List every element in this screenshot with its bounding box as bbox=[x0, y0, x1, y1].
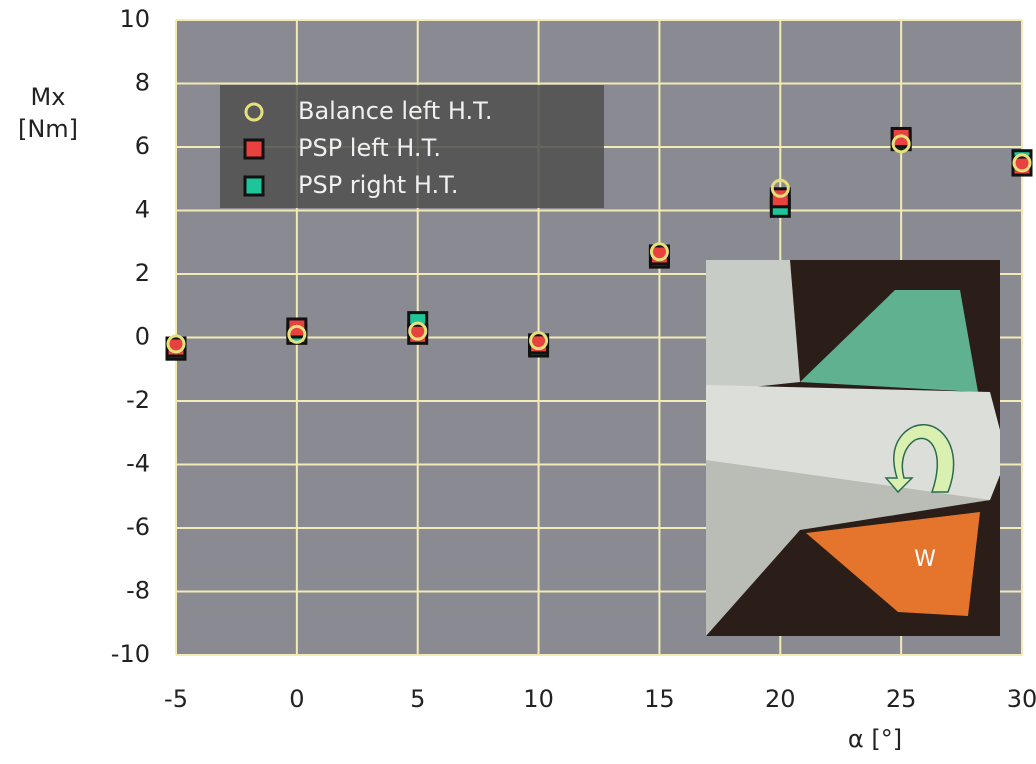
x-tick-label: -5 bbox=[164, 685, 188, 713]
x-tick-label: 0 bbox=[289, 685, 304, 713]
x-tick-label: 10 bbox=[523, 685, 554, 713]
y-tick-label: 10 bbox=[119, 5, 150, 33]
legend-label: Balance left H.T. bbox=[298, 97, 493, 125]
y-axis-label: Mx bbox=[31, 83, 66, 111]
x-tick-label: 25 bbox=[886, 685, 917, 713]
y-tick-label: 0 bbox=[135, 323, 150, 351]
legend-marker bbox=[245, 177, 263, 195]
inset-label: W bbox=[914, 547, 936, 572]
y-tick-label: 8 bbox=[135, 69, 150, 97]
chart: W Balance left H.T. PSP left H.T. PSP righ… bbox=[0, 0, 1036, 760]
legend-marker bbox=[245, 140, 263, 158]
x-tick-label: 30 bbox=[1007, 685, 1036, 713]
legend-label: PSP left H.T. bbox=[298, 134, 441, 162]
y-tick-label: 4 bbox=[135, 196, 150, 224]
y-tick-label: -8 bbox=[126, 577, 150, 605]
y-tick-label: -6 bbox=[126, 513, 150, 541]
y-axis-label: [Nm] bbox=[18, 115, 78, 143]
y-tick-label: 2 bbox=[135, 259, 150, 287]
inset-fuselage-top bbox=[706, 260, 800, 392]
x-axis-label: α [°] bbox=[848, 725, 902, 753]
x-tick-label: 15 bbox=[644, 685, 675, 713]
legend-label: PSP right H.T. bbox=[298, 171, 459, 199]
y-tick-label: 6 bbox=[135, 132, 150, 160]
y-tick-label: -2 bbox=[126, 386, 150, 414]
x-tick-label: 5 bbox=[410, 685, 425, 713]
y-tick-label: -10 bbox=[111, 640, 150, 668]
y-tick-label: -4 bbox=[126, 450, 150, 478]
x-tick-label: 20 bbox=[765, 685, 796, 713]
inset-photo: W bbox=[706, 260, 1000, 636]
